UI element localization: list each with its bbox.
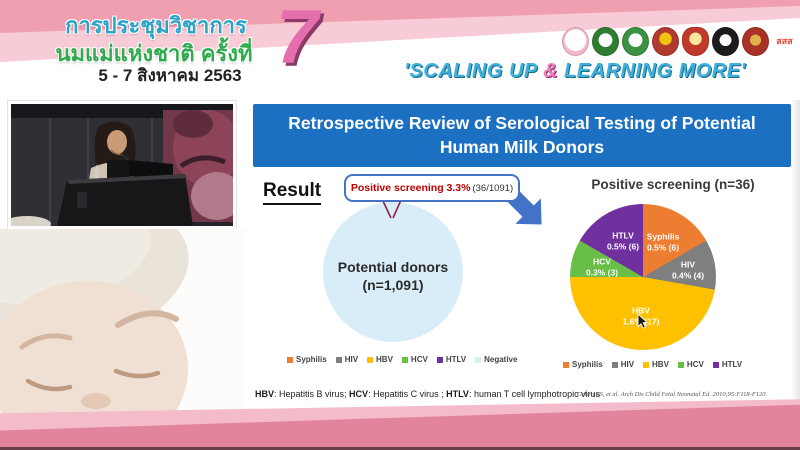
legend-item: HCV xyxy=(401,355,428,364)
legend-item: HTLV xyxy=(436,355,466,364)
pie1-center-label: Potential donors (n=1,091) xyxy=(337,259,449,294)
legend-swatch xyxy=(367,356,374,363)
slice-label-htlv: HTLV 0.5% (6) xyxy=(606,230,640,251)
conference-title-line2: นมแม่แห่งชาติ ครั้งที่ xyxy=(55,41,253,66)
sponsor-logo-row: สสส xyxy=(562,27,797,56)
positive-screening-callout: Positive screening 3.3% (36/1091) xyxy=(344,174,520,202)
legend-item: HIV xyxy=(611,360,634,369)
reference-citation: Cohen RS, et al. Arch Dis Child Fetal Ne… xyxy=(577,391,768,398)
pie2-title: Positive screening (n=36) xyxy=(591,177,755,192)
legend-swatch xyxy=(643,361,650,368)
presenter-video xyxy=(3,101,243,232)
legend-item: HCV xyxy=(677,360,704,369)
legend-item: HIV xyxy=(335,355,358,364)
legend-item: HBV xyxy=(643,360,669,369)
callout-detail: (36/1091) xyxy=(472,182,514,194)
legend-item: HBV xyxy=(367,355,393,364)
conference-date: 5 - 7 สิงหาคม 2563 xyxy=(98,66,242,85)
legend-swatch xyxy=(475,356,482,363)
legend-swatch xyxy=(436,356,443,363)
green-health-org-logo-1 xyxy=(592,27,619,56)
legend-swatch xyxy=(401,356,408,363)
college-seal-logo xyxy=(742,27,769,56)
legend-swatch xyxy=(335,356,342,363)
slide-title: Retrospective Review of Serological Test… xyxy=(253,104,791,167)
callout-highlight: Positive screening 3.3% xyxy=(350,182,471,194)
footer-bottom-line xyxy=(0,447,800,450)
slice-label-syphilis: Syphilis 0.5% (6) xyxy=(646,231,680,252)
edition-number: 7 xyxy=(276,0,319,80)
legend-swatch xyxy=(712,361,719,368)
legend-item: HTLV xyxy=(712,360,742,369)
legend-swatch xyxy=(677,361,684,368)
slogan-ampersand: & xyxy=(543,60,559,82)
slide-edge-shadow xyxy=(791,100,800,405)
legend-swatch xyxy=(287,356,293,363)
conference-banner: การประชุมวิชาการ นมแม่แห่งชาติ ครั้งที่ … xyxy=(0,0,800,100)
conference-title-line1: การประชุมวิชาการ xyxy=(65,13,247,38)
mother-and-child-foundation-logo xyxy=(562,27,589,56)
thai-health-foundation-logo: สสส xyxy=(772,27,797,54)
legend-item: Syphilis xyxy=(287,355,327,364)
slice-label-hcv: HCV 0.3% (3) xyxy=(585,256,619,277)
legend-item: Negative xyxy=(475,355,517,364)
royal-crest-logo xyxy=(652,27,679,56)
slice-label-hiv: HIV 0.4% (4) xyxy=(671,259,705,280)
legend-swatch xyxy=(611,361,618,368)
pie-chart-potential-donors xyxy=(323,202,463,342)
mouse-cursor-icon xyxy=(637,314,648,329)
green-health-org-logo-2 xyxy=(622,27,649,56)
presenter-scene xyxy=(3,104,243,232)
royal-institute-logo xyxy=(682,27,709,56)
presentation-slide: Retrospective Review of Serological Test… xyxy=(245,100,800,425)
conference-slogan: 'SCALING UP & LEARNING MORE' xyxy=(404,60,746,82)
medical-society-logo xyxy=(712,27,739,56)
result-heading: Result xyxy=(263,180,322,205)
abbreviation-footnote: HBV: Hepatitis B virus; HCV: Hepatitis C… xyxy=(255,389,601,399)
legend-swatch xyxy=(563,361,569,368)
callout-connector-lines xyxy=(382,200,402,219)
legend-positive-screening: Syphilis HIV HBV HCV HTLV xyxy=(563,360,742,369)
legend-item: Syphilis xyxy=(563,360,603,369)
footer-ribbon xyxy=(0,396,800,450)
legend-potential-donors: Syphilis HIV HBV HCV HTLV Negative xyxy=(287,355,517,364)
